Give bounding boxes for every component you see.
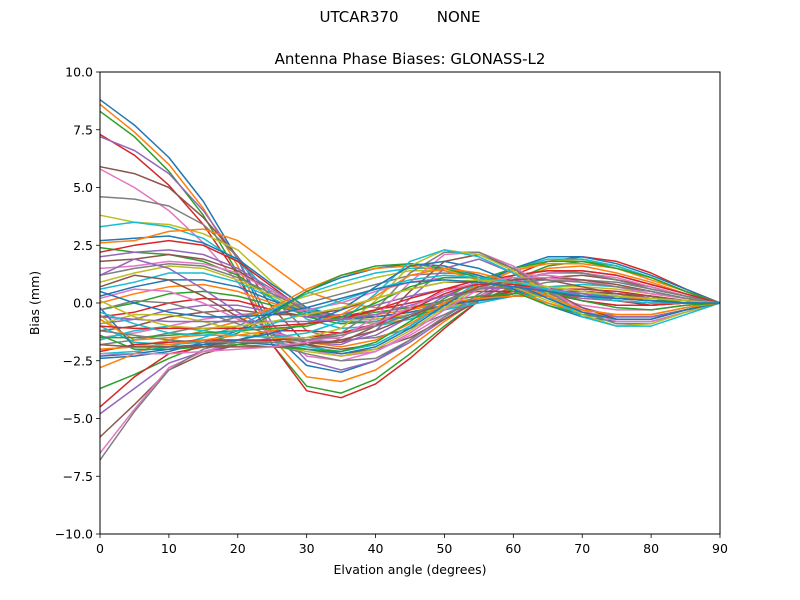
x-tick-label: 30 bbox=[299, 541, 315, 556]
series-line-52 bbox=[99, 267, 721, 350]
y-tick-label: 0.0 bbox=[73, 296, 93, 311]
series-line-3 bbox=[99, 110, 721, 394]
series-line-60 bbox=[99, 274, 720, 337]
series-line-50 bbox=[99, 249, 721, 341]
x-tick-label: 10 bbox=[161, 541, 177, 556]
y-tick-label: 5.0 bbox=[73, 180, 93, 195]
x-tick-label: 70 bbox=[574, 541, 590, 556]
x-tick-label: 60 bbox=[505, 541, 521, 556]
x-axis: 0 10 20 30 40 50 60 70 80 90 bbox=[96, 534, 728, 556]
y-tick-label: −2.5 bbox=[63, 353, 93, 368]
series-line-56 bbox=[99, 276, 721, 348]
y-tick-label: −7.5 bbox=[63, 469, 93, 484]
x-tick-label: 80 bbox=[643, 541, 659, 556]
series-line-59 bbox=[99, 279, 721, 330]
x-tick-label: 0 bbox=[96, 541, 104, 556]
y-tick-label: −5.0 bbox=[63, 411, 93, 426]
x-tick-label: 90 bbox=[712, 541, 728, 556]
x-tick-label: 20 bbox=[230, 541, 246, 556]
y-axis-label: Bias (mm) bbox=[27, 271, 42, 335]
x-axis-label: Elvation angle (degrees) bbox=[333, 562, 486, 577]
series-line-48 bbox=[99, 251, 721, 341]
figure-suptitle: UTCAR370 NONE bbox=[319, 8, 481, 26]
series-line-38 bbox=[99, 269, 721, 461]
y-tick-label: −10.0 bbox=[55, 527, 93, 542]
series-layer bbox=[99, 99, 721, 461]
y-tick-label: 10.0 bbox=[65, 65, 93, 80]
series-line-61 bbox=[99, 279, 720, 318]
y-tick-label: 2.5 bbox=[73, 238, 93, 253]
series-line-58 bbox=[99, 279, 721, 344]
series-line-2 bbox=[99, 103, 721, 383]
x-tick-label: 50 bbox=[436, 541, 452, 556]
series-line-53 bbox=[100, 276, 721, 339]
y-tick-label: 7.5 bbox=[73, 122, 93, 137]
y-axis: −10.0 −7.5 −5.0 −2.5 0.0 2.5 5.0 7.5 10.0 bbox=[55, 65, 100, 542]
series-line-51 bbox=[99, 260, 721, 357]
x-tick-label: 40 bbox=[368, 541, 384, 556]
chart-title: Antenna Phase Biases: GLONASS-L2 bbox=[275, 50, 546, 68]
